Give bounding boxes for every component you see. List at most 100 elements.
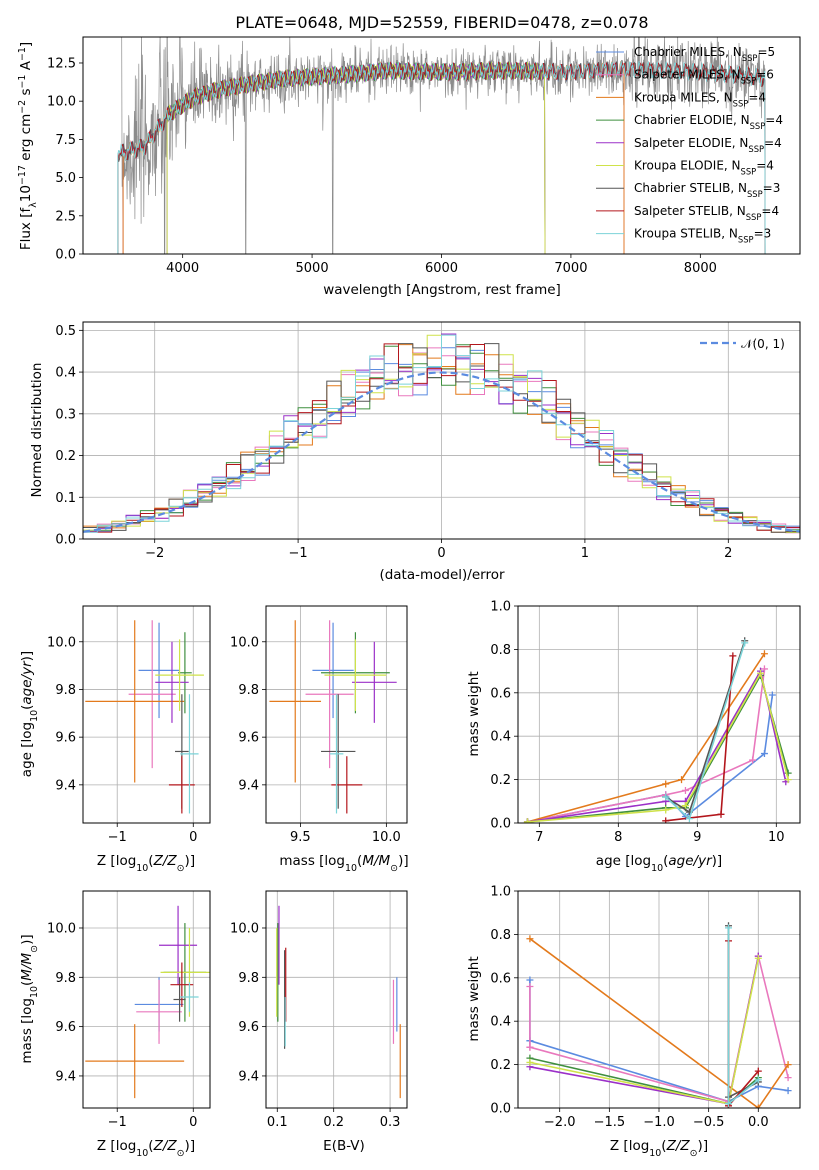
- y-tick-label: 9.6: [238, 731, 259, 746]
- y-tick-label: 0.4: [490, 1015, 511, 1030]
- x-axis-label: wavelength [Angstrom, rest frame]: [323, 282, 561, 298]
- axes-massweight_vs_Z: −2.0 −1.5 −1.0 −0.5 0.0 0.0 0.2 0.4 0.6 0.8 1.0 Z […: [466, 885, 801, 1159]
- histogram-step: [83, 334, 800, 533]
- x-tick-label: 8000: [684, 261, 717, 276]
- data-point-marker: [526, 1058, 534, 1066]
- model-spectrum-line: [117, 60, 766, 254]
- y-axis-label: mass weight: [466, 671, 482, 756]
- axes-frame-age_vs_Z: [82, 605, 211, 824]
- plot-area-massweight_vs_Z: [526, 922, 792, 1108]
- y-tick-label: 10.0: [47, 921, 76, 936]
- x-tick-label: 7000: [554, 261, 587, 276]
- x-tick-label: 0.0: [748, 1115, 769, 1130]
- plot-area-spectrum: [117, 37, 766, 254]
- data-point-marker: [662, 780, 670, 788]
- data-point-marker: [678, 776, 686, 784]
- y-tick-label: 0.8: [490, 928, 511, 943]
- y-tick-label: 0.6: [490, 971, 511, 986]
- legend-label: Chabrier MILES, NSSP=5: [634, 45, 775, 63]
- x-axis-label: age [log10(age/yr)]: [596, 853, 722, 874]
- y-tick-label: 0.0: [55, 533, 76, 548]
- data-point-marker: [757, 669, 765, 677]
- y-tick-label: 2.5: [55, 209, 76, 224]
- legend-label: Chabrier ELODIE, NSSP=4: [634, 113, 783, 131]
- y-tick-label: 10.0: [230, 921, 259, 936]
- plot-area-mass_vs_ebv: [276, 905, 401, 1099]
- legend-label: Kroupa ELODIE, NSSP=4: [634, 159, 774, 177]
- y-axis-label: Normed distribution: [29, 363, 45, 498]
- x-tick-label: 0: [189, 830, 197, 845]
- data-point-marker: [754, 954, 762, 962]
- data-point-marker: [784, 1061, 792, 1069]
- y-tick-label: 9.6: [55, 1020, 76, 1035]
- x-tick-label: 0.2: [323, 1115, 344, 1130]
- axes-frame-age_vs_mass: [265, 605, 408, 824]
- legend-label: Kroupa STELIB, NSSP=3: [634, 227, 771, 245]
- axes-age_vs_Z: −1 0 9.4 9.6 9.8 10.0 Z [log10(Z/Z⊙)] age [log1…: [19, 605, 211, 874]
- y-axis-label: mass weight: [466, 956, 482, 1041]
- x-tick-label: −2.0: [544, 1115, 576, 1130]
- series-line: [529, 1039, 789, 1103]
- y-tick-label: 0.0: [55, 248, 76, 263]
- data-point-marker: [760, 665, 768, 673]
- x-tick-label: −1.0: [643, 1115, 675, 1130]
- plot-area-age_vs_mass: [269, 620, 397, 814]
- x-tick-label: −1.5: [594, 1115, 626, 1130]
- y-tick-label: 10.0: [47, 95, 76, 110]
- y-axis-label: Flux [fλ10−17 erg cm−2 s−1 A−1]: [17, 42, 39, 250]
- x-tick-label: 1: [581, 546, 589, 561]
- legend-label: Kroupa MILES, NSSP=4: [634, 90, 766, 108]
- series-line: [529, 938, 789, 1108]
- y-tick-label: 9.6: [238, 1020, 259, 1035]
- gaussian-curve: [83, 371, 800, 533]
- data-point-marker: [725, 1100, 733, 1108]
- axes-frame-massweight_vs_age: [517, 605, 801, 824]
- axes-age_vs_mass: 9.5 10.0 9.4 9.6 9.8 10.0 mass [log10(M/M⊙)]: [230, 605, 409, 874]
- x-tick-label: 0.1: [267, 1115, 288, 1130]
- y-tick-label: 1.0: [490, 885, 511, 900]
- y-tick-label: 12.5: [47, 56, 76, 71]
- legend-label: Salpeter MILES, NSSP=6: [634, 68, 774, 86]
- data-point-marker: [754, 1067, 762, 1075]
- axes-mass_vs_Z: −1 0 9.4 9.6 9.8 10.0 Z [log10(Z/Z⊙)] mass [log…: [19, 890, 211, 1159]
- x-tick-label: 10.0: [372, 830, 401, 845]
- y-tick-label: 9.8: [55, 683, 76, 698]
- x-tick-label: −1: [108, 830, 127, 845]
- x-axis-label: E(B-V): [323, 1138, 365, 1154]
- plot-area-massweight_vs_age: [523, 637, 792, 823]
- y-tick-label: 9.8: [238, 683, 259, 698]
- model-spectrum-line: [117, 60, 766, 254]
- y-tick-label: 9.8: [238, 971, 259, 986]
- plot-area-age_vs_Z: [85, 620, 204, 814]
- y-tick-label: 9.6: [55, 731, 76, 746]
- y-tick-label: 0.0: [490, 817, 511, 832]
- x-tick-label: 2: [724, 546, 732, 561]
- x-tick-label: −1: [289, 546, 308, 561]
- x-tick-label: −0.5: [693, 1115, 725, 1130]
- y-tick-label: 0.3: [55, 407, 76, 422]
- y-tick-label: 0.2: [55, 449, 76, 464]
- axes-spectrum: 4000 5000 6000 7000 8000 0.0 2.5 5.0 7.5 10.0 12.5…: [17, 36, 801, 298]
- data-point-marker: [749, 756, 757, 764]
- x-axis-label: mass [log10(M/M⊙)]: [279, 853, 408, 874]
- x-tick-label: 9.5: [290, 830, 311, 845]
- data-point-marker: [526, 935, 534, 943]
- x-tick-label: −2: [145, 546, 164, 561]
- y-tick-label: 9.8: [55, 971, 76, 986]
- y-tick-label: 0.0: [490, 1102, 511, 1117]
- data-point-marker: [729, 652, 737, 660]
- x-tick-label: 7: [535, 830, 543, 845]
- plot-area-mass_vs_Z: [85, 905, 210, 1099]
- axes-residuals: −2 −1 0 1 2 0.0 0.1 0.2 0.3 0.4 0.5 𝒩(0, 1) (data-mo…: [29, 321, 801, 583]
- axes-frame-spectrum: [82, 36, 801, 255]
- y-tick-label: 9.4: [55, 778, 76, 793]
- y-tick-label: 0.6: [490, 686, 511, 701]
- y-tick-label: 7.5: [55, 133, 76, 148]
- y-tick-label: 1.0: [490, 600, 511, 615]
- data-point-marker: [526, 982, 534, 990]
- y-axis-label: mass [log10(M/M⊙)]: [19, 934, 40, 1063]
- data-point-marker: [526, 976, 534, 984]
- y-tick-label: 10.0: [230, 635, 259, 650]
- data-point-marker: [754, 1076, 762, 1084]
